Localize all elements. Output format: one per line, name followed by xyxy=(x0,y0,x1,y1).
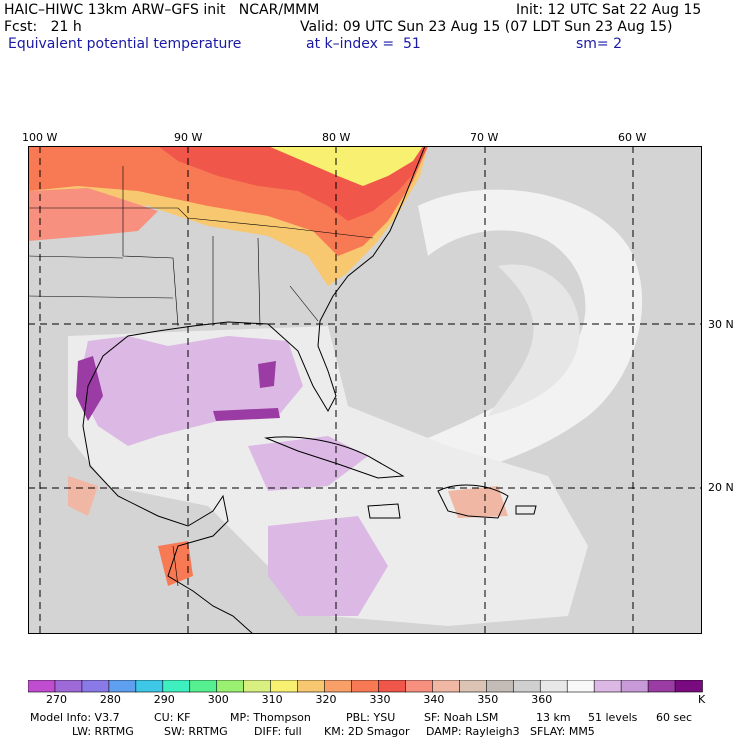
init-time: Init: 12 UTC Sat 22 Aug 15 xyxy=(516,2,702,18)
footer-lw: LW: RRTMG xyxy=(72,725,134,738)
colorbar-tick-label: 350 xyxy=(477,693,499,706)
colorbar-tick-label: 340 xyxy=(423,693,445,706)
colorbar-swatch xyxy=(405,680,434,693)
level-label: at k–index = 51 xyxy=(306,36,421,52)
colorbar-swatch xyxy=(162,680,191,693)
colorbar-swatch xyxy=(270,680,299,693)
valid-time: Valid: 09 UTC Sun 23 Aug 15 (07 LDT Sun … xyxy=(300,19,673,35)
colorbar xyxy=(28,680,703,693)
lon-label-100w: 100 W xyxy=(22,131,58,144)
model-title: HAIC–HIWC 13km ARW–GFS init NCAR/MMM xyxy=(4,2,320,18)
colorbar-swatch xyxy=(593,680,622,693)
lat-label-20n: 20 N xyxy=(708,481,734,494)
caribbean-purple-patch xyxy=(268,516,388,616)
colorbar-swatch xyxy=(108,680,137,693)
warm-band-salmon xyxy=(28,188,158,241)
central-america-warm xyxy=(158,541,193,586)
colorbar-tick-label: 310 xyxy=(261,693,283,706)
colorbar-swatch xyxy=(297,680,326,693)
lat-label-30n: 30 N xyxy=(708,318,734,331)
colorbar-swatch xyxy=(324,680,353,693)
colorbar-swatch xyxy=(432,680,461,693)
colorbar-tick-label: 270 xyxy=(45,693,67,706)
forecast-hour: Fcst: 21 h xyxy=(4,19,82,35)
footer-mp: MP: Thompson xyxy=(230,711,311,724)
colorbar-swatch xyxy=(189,680,218,693)
colorbar-swatch xyxy=(647,680,676,693)
footer-timestep: 60 sec xyxy=(656,711,693,724)
footer-km: KM: 2D Smagor xyxy=(324,725,410,738)
field-name: Equivalent potential temperature xyxy=(8,36,242,52)
footer-damp: DAMP: Rayleigh3 xyxy=(426,725,520,738)
lon-label-90w: 90 W xyxy=(174,131,203,144)
gulf-dark-purple-3 xyxy=(258,361,276,388)
footer-sf: SF: Noah LSM xyxy=(424,711,499,724)
colorbar-swatch xyxy=(486,680,515,693)
colorbar-swatch xyxy=(216,680,245,693)
colorbar-swatch xyxy=(459,680,488,693)
colorbar-tick-label: 300 xyxy=(207,693,229,706)
colorbar-swatch xyxy=(243,680,272,693)
colorbar-swatch xyxy=(28,680,56,693)
colorbar-swatch xyxy=(135,680,164,693)
colorbar-swatch xyxy=(674,680,703,693)
footer-levels: 51 levels xyxy=(588,711,638,724)
atlantic-swirl-inner xyxy=(488,264,580,416)
gulf-dark-purple-2 xyxy=(213,408,280,421)
footer-diff: DIFF: full xyxy=(254,725,302,738)
colorbar-tick-label: 360 xyxy=(531,693,553,706)
mexico-warm xyxy=(68,476,98,516)
colorbar-swatch xyxy=(566,680,595,693)
gulf-purple-patch-2 xyxy=(248,436,368,491)
warm-yellow xyxy=(268,146,423,186)
footer-sflay: SFLAY: MM5 xyxy=(530,725,595,738)
theta-e-map xyxy=(28,146,702,634)
colorbar-swatch xyxy=(620,680,649,693)
lon-label-70w: 70 W xyxy=(470,131,499,144)
footer-cu: CU: KF xyxy=(154,711,191,724)
colorbar-swatch xyxy=(539,680,568,693)
colorbar-tick-label: 280 xyxy=(99,693,121,706)
colorbar-swatch xyxy=(512,680,542,693)
atlantic-swirl xyxy=(408,189,643,476)
map-frame xyxy=(28,146,702,634)
footer-pbl: PBL: YSU xyxy=(346,711,396,724)
lat-lon-grid xyxy=(28,146,702,634)
colorbar-swatch xyxy=(378,680,407,693)
lon-label-60w: 60 W xyxy=(618,131,647,144)
colorbar-tick-label: 330 xyxy=(369,693,391,706)
colorbar-swatch xyxy=(54,680,83,693)
colorbar-swatch xyxy=(351,680,380,693)
colorbar-unit: K xyxy=(698,693,706,706)
footer-resolution: 13 km xyxy=(536,711,571,724)
footer-sw: SW: RRTMG xyxy=(164,725,228,738)
lon-label-80w: 80 W xyxy=(322,131,351,144)
footer-model-info: Model Info: V3.7 xyxy=(30,711,120,724)
gulf-dark-purple xyxy=(76,356,103,421)
colorbar-swatch xyxy=(81,680,110,693)
colorbar-tick-label: 320 xyxy=(315,693,337,706)
colorbar-tick-label: 290 xyxy=(153,693,175,706)
hispaniola-warm xyxy=(448,486,508,518)
smoothing-label: sm= 2 xyxy=(576,36,623,52)
